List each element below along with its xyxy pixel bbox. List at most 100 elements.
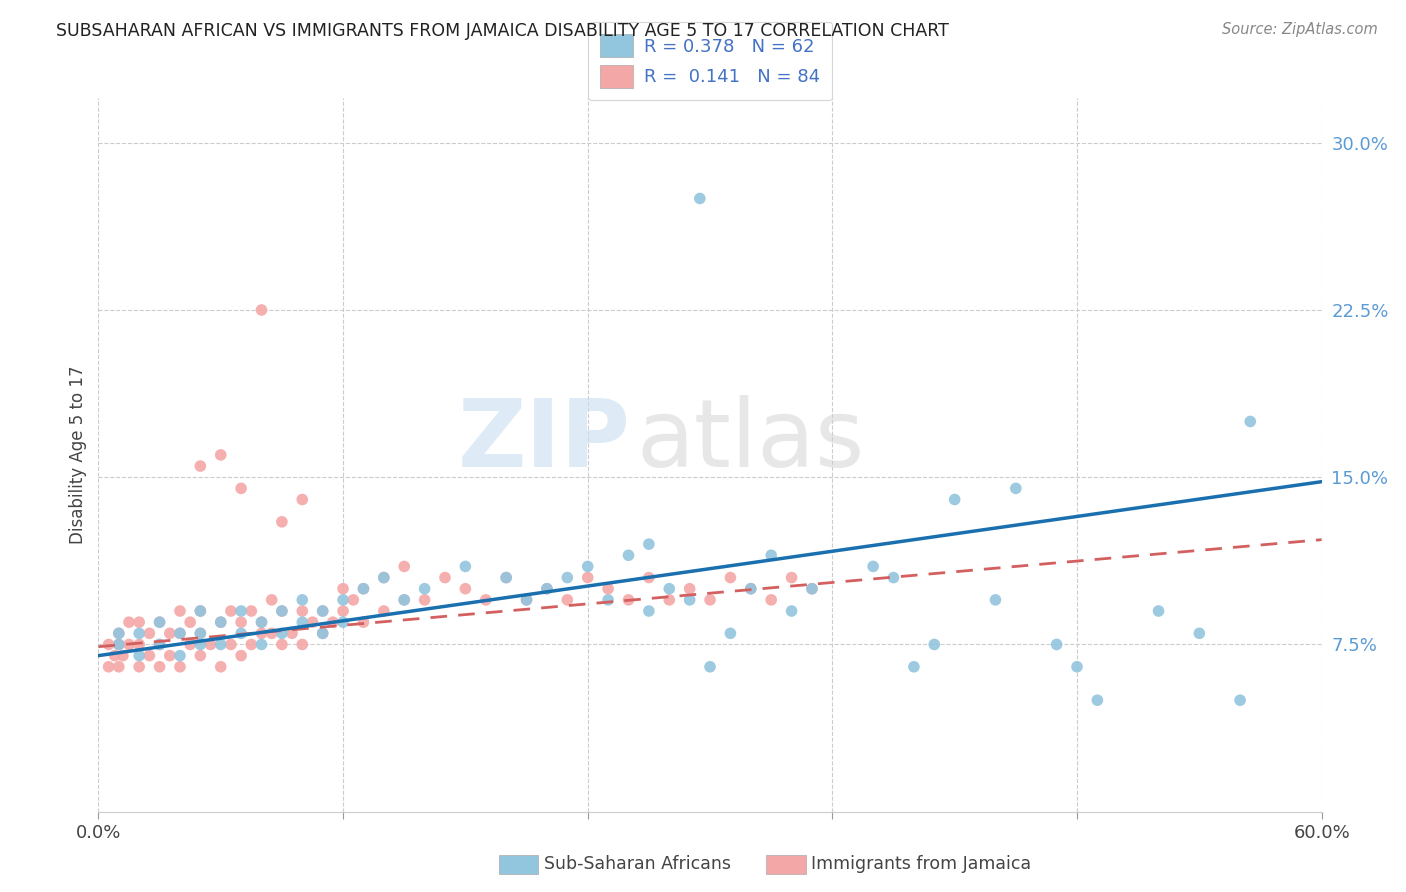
Point: [312, 604, 335, 618]
Point: [128, 660, 150, 674]
Point: [97, 637, 120, 651]
Point: [149, 637, 172, 651]
Point: [598, 592, 620, 607]
Point: [149, 615, 172, 630]
Point: [392, 592, 416, 607]
Point: [108, 660, 131, 674]
Point: [1045, 637, 1069, 651]
Point: [301, 615, 323, 630]
Point: [761, 592, 783, 607]
Point: [138, 648, 160, 663]
Point: [270, 604, 294, 618]
Point: [231, 626, 253, 640]
Point: [159, 626, 181, 640]
Point: [637, 537, 661, 551]
Point: [219, 637, 242, 651]
Point: [231, 604, 253, 618]
Point: [862, 559, 884, 574]
Point: [128, 626, 150, 640]
Point: [495, 571, 517, 585]
Point: [291, 592, 314, 607]
Point: [536, 582, 558, 596]
Point: [209, 448, 232, 462]
Text: ZIP: ZIP: [457, 394, 630, 487]
Point: [1229, 693, 1251, 707]
Point: [434, 571, 457, 585]
Point: [128, 637, 150, 651]
Point: [291, 637, 314, 651]
Point: [352, 582, 374, 596]
Point: [97, 660, 120, 674]
Point: [637, 571, 661, 585]
Point: [454, 559, 477, 574]
Point: [332, 582, 354, 596]
Point: [312, 626, 335, 640]
Point: [761, 548, 783, 563]
Text: Immigrants from Jamaica: Immigrants from Jamaica: [811, 855, 1032, 873]
Point: [188, 626, 212, 640]
Point: [270, 637, 294, 651]
Point: [555, 571, 579, 585]
Point: [128, 615, 150, 630]
Point: [352, 582, 374, 596]
Point: [1085, 693, 1108, 707]
Point: [352, 615, 374, 630]
Point: [200, 637, 222, 651]
Point: [322, 615, 344, 630]
Point: [250, 626, 273, 640]
Point: [373, 604, 395, 618]
Point: [689, 192, 711, 206]
Point: [188, 648, 212, 663]
Point: [291, 604, 314, 618]
Point: [718, 626, 742, 640]
Point: [495, 571, 517, 585]
Point: [250, 637, 273, 651]
Point: [454, 582, 477, 596]
Point: [1147, 604, 1170, 618]
Point: [240, 637, 263, 651]
Point: [270, 515, 294, 529]
Point: [159, 648, 181, 663]
Point: [250, 303, 273, 318]
Point: [536, 582, 558, 596]
Point: [740, 582, 762, 596]
Point: [1188, 626, 1211, 640]
Point: [250, 615, 273, 630]
Text: Sub-Saharan Africans: Sub-Saharan Africans: [544, 855, 731, 873]
Point: [240, 604, 263, 618]
Point: [413, 582, 436, 596]
Point: [922, 637, 945, 651]
Point: [598, 582, 620, 596]
Point: [373, 571, 395, 585]
Point: [740, 582, 762, 596]
Point: [169, 626, 191, 640]
Point: [231, 648, 253, 663]
Point: [231, 482, 253, 496]
Point: [209, 660, 232, 674]
Point: [984, 592, 1007, 607]
Point: [576, 559, 599, 574]
Point: [219, 604, 242, 618]
Point: [373, 571, 395, 585]
Point: [149, 615, 172, 630]
Point: [270, 626, 294, 640]
Point: [516, 592, 538, 607]
Point: [943, 492, 966, 507]
Point: [617, 548, 640, 563]
Point: [231, 615, 253, 630]
Point: [392, 559, 416, 574]
Point: [209, 615, 232, 630]
Point: [1239, 414, 1261, 429]
Point: [1004, 482, 1026, 496]
Point: [118, 637, 141, 651]
Point: [312, 626, 335, 640]
Text: Source: ZipAtlas.com: Source: ZipAtlas.com: [1222, 22, 1378, 37]
Point: [188, 604, 212, 618]
Point: [332, 615, 354, 630]
Point: [138, 626, 160, 640]
Point: [169, 648, 191, 663]
Point: [260, 626, 283, 640]
Point: [149, 660, 172, 674]
Point: [474, 592, 498, 607]
Point: [555, 592, 579, 607]
